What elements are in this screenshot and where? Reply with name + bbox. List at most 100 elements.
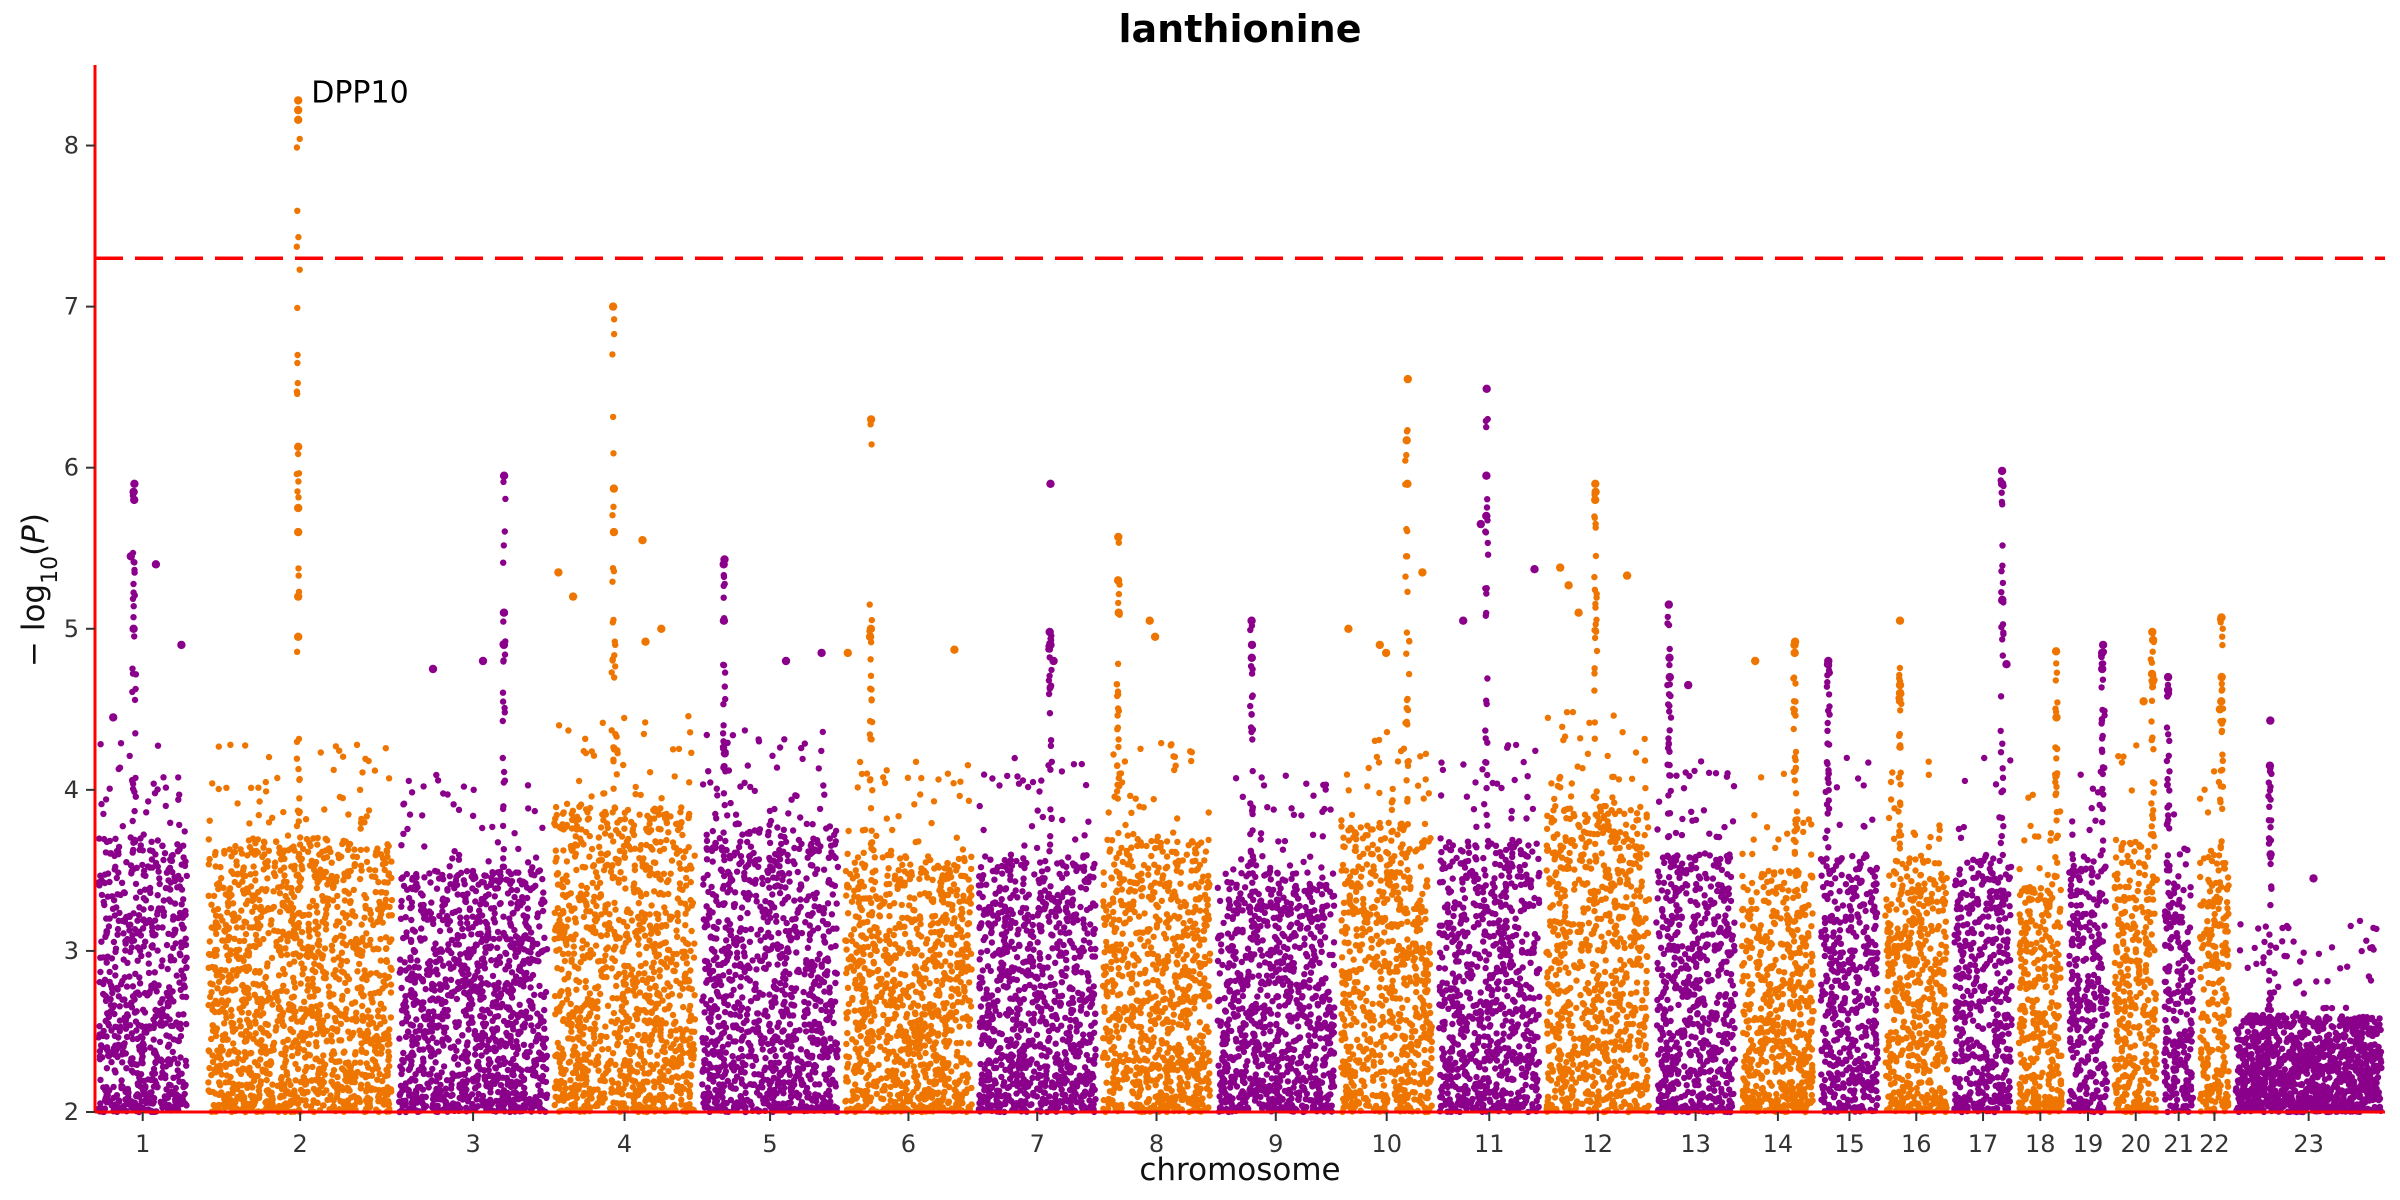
peak-point — [478, 656, 488, 666]
data-point — [480, 1014, 488, 1021]
data-point — [609, 413, 617, 421]
data-point — [650, 806, 657, 814]
data-point — [668, 956, 676, 963]
data-point — [437, 946, 444, 953]
data-point — [673, 927, 680, 934]
data-point — [576, 1036, 583, 1043]
data-point — [737, 914, 744, 922]
data-point — [129, 1035, 136, 1043]
data-point — [337, 1020, 345, 1027]
data-point — [781, 736, 788, 743]
data-point — [636, 921, 643, 928]
data-point — [660, 939, 668, 947]
data-point — [658, 923, 665, 931]
data-point — [481, 1023, 488, 1030]
data-point — [447, 1085, 455, 1092]
data-point — [660, 845, 668, 853]
data-point — [230, 917, 237, 924]
data-point — [102, 954, 110, 961]
data-point — [500, 855, 507, 862]
data-point — [314, 834, 321, 842]
data-point — [628, 917, 636, 924]
data-point — [256, 798, 263, 805]
data-point — [281, 970, 288, 978]
data-point — [387, 1014, 395, 1021]
data-point — [306, 993, 313, 1000]
data-point — [136, 846, 143, 853]
data-point — [130, 589, 137, 596]
data-point — [494, 1013, 502, 1020]
data-point — [688, 1062, 695, 1069]
data-point — [384, 1041, 391, 1048]
data-point — [234, 1093, 241, 1101]
data-point — [310, 1099, 317, 1106]
data-point — [154, 947, 161, 954]
data-point — [224, 952, 231, 959]
data-point — [785, 810, 792, 817]
data-point — [508, 878, 516, 885]
data-point — [383, 945, 390, 952]
data-point — [402, 998, 409, 1005]
data-point — [433, 771, 440, 779]
data-point — [729, 1053, 736, 1060]
data-point — [740, 943, 747, 950]
data-point — [532, 854, 540, 861]
data-point — [408, 993, 415, 1001]
data-point — [381, 866, 388, 874]
data-point — [251, 923, 259, 931]
data-point — [616, 1027, 624, 1034]
data-point — [313, 884, 321, 892]
data-point — [259, 1000, 266, 1007]
data-point — [335, 976, 343, 983]
data-point — [103, 1033, 110, 1040]
data-point — [407, 956, 414, 964]
data-point — [499, 863, 507, 870]
data-point — [110, 1083, 117, 1091]
data-point — [609, 565, 617, 572]
peak-point — [129, 624, 138, 633]
data-point — [314, 1014, 322, 1021]
data-point — [669, 746, 677, 753]
data-point — [321, 806, 328, 813]
data-point — [160, 897, 167, 904]
data-point — [832, 838, 839, 845]
data-point — [175, 774, 182, 781]
data-point — [499, 1102, 506, 1109]
data-point — [130, 603, 137, 610]
data-point — [466, 989, 473, 996]
data-point — [308, 1008, 316, 1015]
data-point — [500, 1090, 507, 1097]
data-point — [469, 1103, 476, 1110]
data-point — [480, 1007, 487, 1014]
data-point — [609, 512, 616, 519]
data-point — [330, 883, 337, 890]
data-point — [687, 878, 694, 886]
data-point — [309, 983, 316, 990]
data-point — [252, 870, 259, 877]
data-point — [206, 1064, 213, 1072]
data-point — [343, 1016, 350, 1023]
data-point — [647, 1061, 654, 1069]
data-point — [445, 941, 452, 948]
data-point — [180, 1011, 187, 1018]
data-point — [254, 1073, 261, 1080]
data-point — [357, 846, 364, 854]
data-point — [600, 790, 607, 797]
data-point — [376, 898, 383, 906]
data-point — [172, 1084, 179, 1092]
data-point — [700, 881, 707, 888]
data-point — [643, 1009, 650, 1016]
data-point — [178, 886, 186, 893]
data-point — [339, 753, 347, 760]
data-point — [658, 1017, 665, 1024]
data-point — [366, 866, 373, 873]
data-point — [176, 791, 183, 798]
data-point — [375, 1086, 383, 1094]
data-point — [652, 1004, 659, 1012]
data-point — [143, 809, 150, 816]
data-point — [323, 1087, 330, 1094]
data-point — [293, 822, 301, 830]
data-point — [639, 976, 646, 983]
data-point — [237, 846, 244, 853]
data-point — [275, 972, 283, 979]
